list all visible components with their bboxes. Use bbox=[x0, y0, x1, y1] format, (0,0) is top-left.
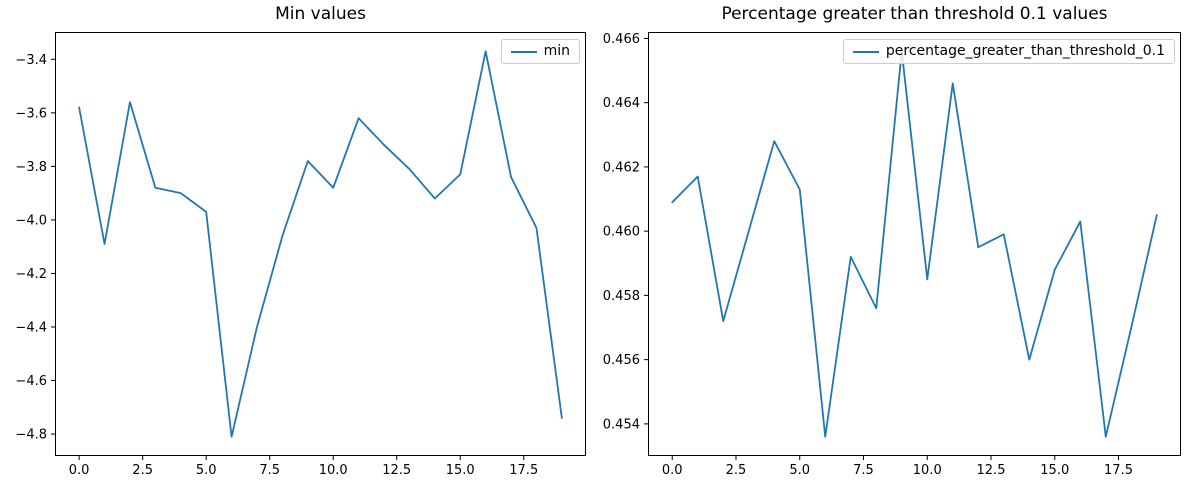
y-tick-label: −3.6 bbox=[15, 106, 47, 121]
x-tick-label: 2.5 bbox=[726, 463, 747, 478]
legend-label-percentage: percentage_greater_than_threshold_0.1 bbox=[885, 43, 1165, 59]
y-tick-label: 0.466 bbox=[603, 32, 640, 47]
x-tick-label: 5.0 bbox=[789, 463, 810, 478]
x-tick-label: 17.5 bbox=[1104, 463, 1133, 478]
y-tick-label: 0.458 bbox=[603, 289, 640, 304]
x-tick-label: 15.0 bbox=[1040, 463, 1069, 478]
legend-line-sample bbox=[852, 50, 879, 53]
x-tick-label: 12.5 bbox=[977, 463, 1006, 478]
legend-label-min: min bbox=[543, 43, 570, 59]
x-tick-label: 17.5 bbox=[509, 463, 538, 478]
y-tick-label: −4.2 bbox=[15, 267, 47, 282]
y-tick-label: −3.4 bbox=[15, 53, 47, 68]
axes-1: 0.0 2.5 5.0 7.5 10.0 12.5 15.0 17.5 0.454 0.456 0.… bbox=[603, 32, 1181, 478]
axes-0: 0.0 2.5 5.0 7.5 10.0 12.5 15.0 17.5 −4.8 −4.6 −4.4… bbox=[15, 32, 586, 478]
y-tick-label: 0.454 bbox=[603, 417, 640, 432]
x-tick-label: 0.0 bbox=[662, 463, 683, 478]
x-tick-label: 7.5 bbox=[259, 463, 280, 478]
axes-spines bbox=[55, 32, 586, 456]
x-tick-label: 0.0 bbox=[69, 463, 90, 478]
legend-line-sample bbox=[510, 50, 537, 53]
x-tick-label: 15.0 bbox=[446, 463, 475, 478]
y-tick-label: 0.460 bbox=[603, 225, 640, 240]
y-tick-label: −3.8 bbox=[15, 160, 47, 175]
y-tick-label: −4.8 bbox=[15, 428, 47, 443]
y-tick-label: −4.6 bbox=[15, 374, 47, 389]
right-legend: percentage_greater_than_threshold_0.1 bbox=[842, 39, 1175, 65]
axes-spines bbox=[648, 32, 1181, 456]
x-tick-label: 10.0 bbox=[319, 463, 348, 478]
right-chart-title: Percentage greater than threshold 0.1 va… bbox=[721, 4, 1108, 24]
x-tick-label: 12.5 bbox=[382, 463, 411, 478]
series-line-percentage_greater_than_threshold_0.1 bbox=[671, 50, 1158, 438]
series-line-min bbox=[78, 50, 563, 438]
left-legend: min bbox=[500, 39, 580, 65]
x-tick-label: 2.5 bbox=[132, 463, 153, 478]
y-tick-label: 0.456 bbox=[603, 353, 640, 368]
y-tick-label: 0.464 bbox=[603, 96, 640, 111]
x-tick-label: 10.0 bbox=[913, 463, 942, 478]
y-tick-label: 0.462 bbox=[603, 160, 640, 175]
y-tick-label: −4.4 bbox=[15, 320, 47, 335]
x-tick-label: 7.5 bbox=[853, 463, 874, 478]
x-tick-label: 5.0 bbox=[196, 463, 217, 478]
y-tick-label: −4.0 bbox=[15, 213, 47, 228]
left-chart-title: Min values bbox=[275, 4, 366, 24]
